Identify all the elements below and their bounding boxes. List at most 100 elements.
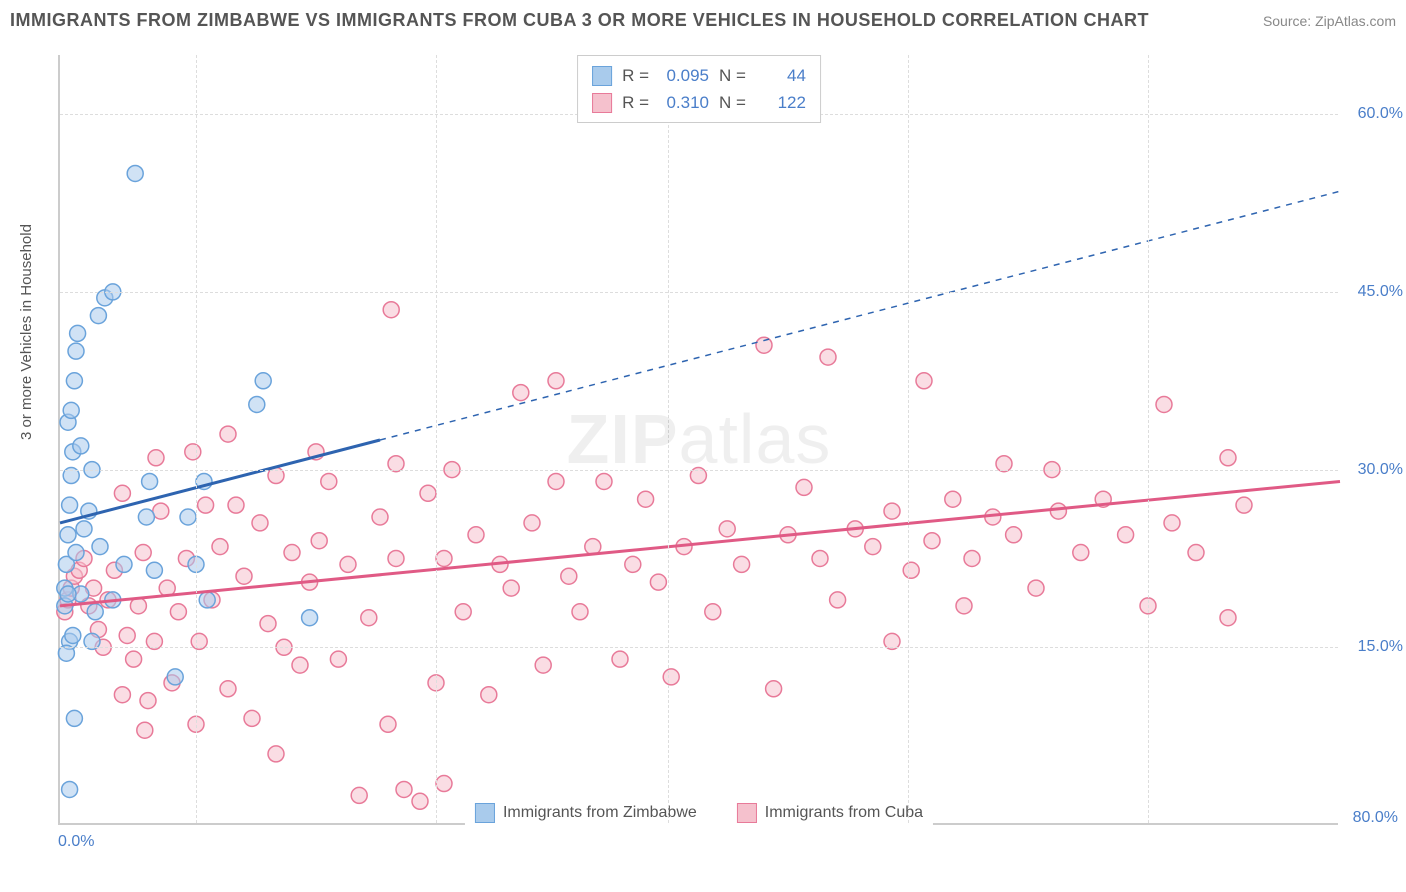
scatter-point	[114, 485, 130, 501]
scatter-point	[60, 527, 76, 543]
y-axis-label: 3 or more Vehicles in Household	[18, 224, 35, 440]
scatter-point	[92, 539, 108, 555]
scatter-point	[126, 651, 142, 667]
scatter-point	[87, 604, 103, 620]
scatter-point	[1073, 545, 1089, 561]
scatter-point	[412, 793, 428, 809]
scatter-point	[924, 533, 940, 549]
scatter-point	[561, 568, 577, 584]
scatter-point	[63, 402, 79, 418]
legend-swatch-zimbabwe-2	[475, 803, 495, 823]
scatter-point	[420, 485, 436, 501]
scatter-point	[1236, 497, 1252, 513]
scatter-point	[170, 604, 186, 620]
grid-line-h	[60, 292, 1338, 293]
scatter-point	[865, 539, 881, 555]
scatter-point	[138, 509, 154, 525]
scatter-point	[756, 337, 772, 353]
scatter-point	[884, 503, 900, 519]
scatter-point	[68, 343, 84, 359]
scatter-point	[1156, 396, 1172, 412]
scatter-point	[302, 610, 318, 626]
scatter-point	[945, 491, 961, 507]
scatter-point	[396, 781, 412, 797]
scatter-point	[830, 592, 846, 608]
scatter-point	[198, 497, 214, 513]
scatter-point	[916, 373, 932, 389]
legend-swatch-cuba-2	[737, 803, 757, 823]
scatter-point	[535, 657, 551, 673]
scatter-point	[625, 556, 641, 572]
scatter-point	[116, 556, 132, 572]
scatter-point	[66, 710, 82, 726]
scatter-point	[1188, 545, 1204, 561]
grid-line-v	[196, 55, 197, 823]
scatter-point	[481, 687, 497, 703]
grid-line-h	[60, 647, 1338, 648]
scatter-point	[199, 592, 215, 608]
scatter-point	[524, 515, 540, 531]
scatter-point	[70, 325, 86, 341]
legend-row-1: R = 0.095 N = 44	[592, 62, 806, 89]
y-tick-label: 60.0%	[1343, 105, 1403, 123]
scatter-point	[1220, 450, 1236, 466]
scatter-point	[1006, 527, 1022, 543]
scatter-point	[964, 550, 980, 566]
scatter-point	[228, 497, 244, 513]
scatter-point	[383, 302, 399, 318]
scatter-point	[260, 616, 276, 632]
scatter-point	[65, 627, 81, 643]
scatter-point	[68, 545, 84, 561]
scatter-point	[185, 444, 201, 460]
legend-swatch-zimbabwe	[592, 66, 612, 86]
scatter-point	[388, 550, 404, 566]
scatter-point	[903, 562, 919, 578]
scatter-point	[455, 604, 471, 620]
scatter-point	[249, 396, 265, 412]
legend-item-cuba: Immigrants from Cuba	[737, 803, 923, 823]
scatter-point	[140, 693, 156, 709]
scatter-point	[1028, 580, 1044, 596]
scatter-point	[114, 687, 130, 703]
scatter-point	[1050, 503, 1066, 519]
scatter-point	[1118, 527, 1134, 543]
scatter-point	[468, 527, 484, 543]
scatter-point	[705, 604, 721, 620]
x-tick-label: 0.0%	[58, 833, 94, 851]
scatter-point	[73, 438, 89, 454]
plot-area: ZIPatlas R = 0.095 N = 44 R = 0.310 N = …	[58, 55, 1338, 825]
scatter-point	[60, 586, 76, 602]
scatter-point	[340, 556, 356, 572]
scatter-point	[596, 473, 612, 489]
scatter-point	[820, 349, 836, 365]
legend-series: Immigrants from Zimbabwe Immigrants from…	[465, 801, 933, 825]
grid-line-v	[908, 55, 909, 823]
scatter-point	[135, 545, 151, 561]
source-label: Source: ZipAtlas.com	[1263, 13, 1396, 29]
scatter-point	[321, 473, 337, 489]
grid-line-v	[436, 55, 437, 823]
scatter-point	[236, 568, 252, 584]
scatter-point	[268, 746, 284, 762]
scatter-point	[380, 716, 396, 732]
scatter-point	[734, 556, 750, 572]
scatter-point	[812, 550, 828, 566]
scatter-point	[62, 497, 78, 513]
scatter-point	[351, 787, 367, 803]
scatter-point	[90, 308, 106, 324]
scatter-point	[503, 580, 519, 596]
regression-line-zimbabwe-dashed	[380, 191, 1340, 440]
grid-line-h	[60, 470, 1338, 471]
y-tick-label: 15.0%	[1343, 638, 1403, 656]
scatter-point	[252, 515, 268, 531]
scatter-point	[361, 610, 377, 626]
scatter-point	[638, 491, 654, 507]
scatter-point	[663, 669, 679, 685]
scatter-point	[180, 509, 196, 525]
scatter-point	[284, 545, 300, 561]
scatter-point	[1220, 610, 1236, 626]
scatter-point	[212, 539, 228, 555]
scatter-point	[153, 503, 169, 519]
scatter-point	[311, 533, 327, 549]
scatter-point	[1164, 515, 1180, 531]
